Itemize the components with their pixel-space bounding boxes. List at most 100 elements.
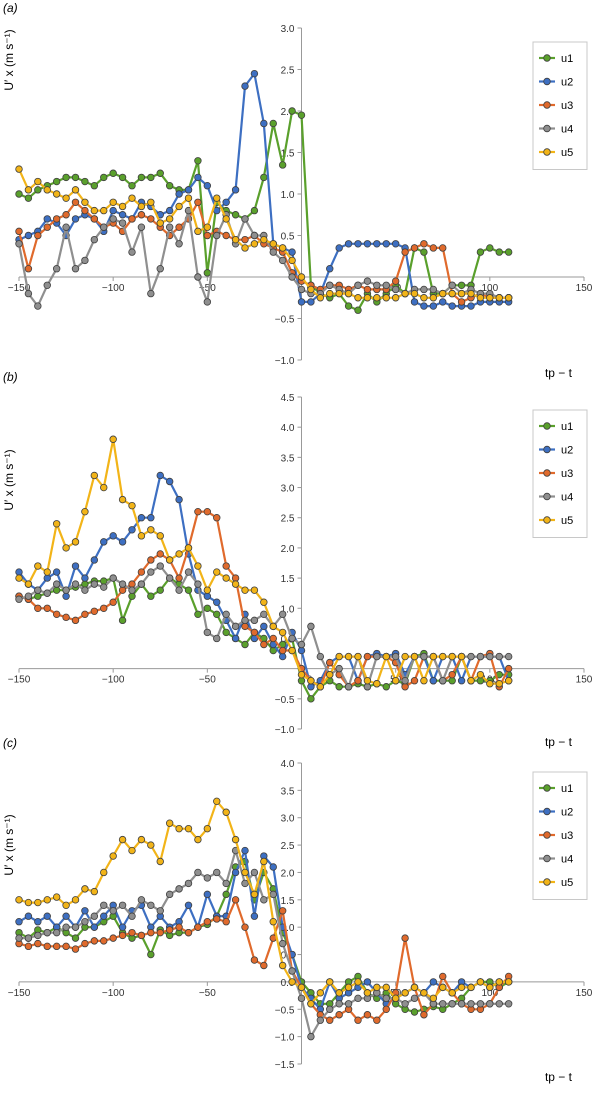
data-point-u1 — [194, 157, 202, 165]
data-point-u4 — [165, 574, 174, 582]
data-point-u3 — [175, 923, 183, 931]
data-point-u3 — [109, 598, 117, 606]
data-point-u4 — [100, 583, 108, 591]
data-point-u5 — [137, 835, 146, 844]
data-point-u3 — [401, 248, 409, 256]
data-point-u4 — [504, 1000, 513, 1008]
data-point-u2 — [363, 978, 372, 986]
y-tick-label: 1.5 — [281, 149, 295, 160]
data-point-u3 — [241, 235, 249, 244]
data-point-u2 — [24, 231, 33, 240]
x-axis-label: tp − t — [545, 735, 573, 749]
data-point-u2 — [429, 677, 438, 685]
data-point-u5 — [15, 165, 23, 173]
data-point-u2 — [222, 198, 230, 206]
data-point-u5 — [100, 206, 108, 215]
data-point-u3 — [81, 939, 89, 948]
legend-label-u2: u2 — [561, 807, 573, 819]
data-point-u4 — [363, 277, 372, 285]
data-point-u3 — [410, 677, 419, 685]
data-point-u4 — [43, 589, 51, 597]
y-tick-label: 3.0 — [281, 484, 295, 495]
data-point-u3 — [326, 658, 334, 667]
data-point-u5 — [288, 978, 296, 986]
y-tick-label: 2.5 — [281, 841, 295, 852]
data-point-u2 — [109, 532, 117, 540]
data-point-u5 — [382, 983, 390, 992]
data-point-u5 — [467, 289, 475, 298]
data-point-u4 — [382, 281, 390, 289]
data-point-u3 — [128, 928, 136, 937]
data-point-u5 — [288, 256, 296, 265]
data-point-u5 — [175, 824, 183, 833]
data-point-u4 — [24, 934, 33, 942]
data-point-u4 — [486, 1000, 494, 1008]
x-tick-label: 150 — [576, 988, 593, 999]
data-point-u5 — [34, 898, 42, 907]
data-point-u3 — [81, 206, 89, 215]
data-point-u3 — [147, 556, 155, 564]
data-point-u4 — [90, 580, 99, 588]
data-point-u5 — [147, 526, 155, 534]
data-point-u4 — [147, 289, 155, 298]
data-point-u5 — [213, 194, 221, 202]
data-point-u3 — [250, 956, 259, 964]
data-point-u5 — [231, 235, 240, 244]
data-point-u5 — [109, 435, 117, 443]
data-point-u3 — [156, 550, 164, 558]
data-point-u5 — [90, 206, 99, 215]
data-point-u4 — [457, 1000, 466, 1008]
data-point-u3 — [34, 604, 42, 612]
data-point-u4 — [213, 868, 221, 877]
series-line-u2 — [18, 72, 509, 308]
data-point-u1 — [203, 269, 212, 277]
data-point-u4 — [24, 289, 33, 298]
data-point-u4 — [81, 918, 89, 926]
data-point-u3 — [81, 610, 89, 619]
data-point-u5 — [175, 550, 183, 558]
data-point-u5 — [250, 586, 259, 594]
data-point-u5 — [382, 652, 390, 661]
data-point-u3 — [363, 1011, 372, 1019]
data-point-u5 — [448, 989, 456, 997]
data-point-u4 — [448, 281, 456, 289]
legend-label-u3: u3 — [561, 100, 573, 112]
series-points-u3 — [15, 896, 513, 1024]
data-point-u3 — [90, 937, 99, 945]
x-tick-label: −150 — [8, 988, 31, 999]
data-point-u3 — [420, 240, 428, 248]
data-point-u1 — [222, 628, 230, 637]
data-point-u1 — [118, 616, 127, 625]
legend: u1 u2 u3 u4 u5 — [532, 409, 588, 538]
legend-marker-u4 — [543, 124, 551, 133]
legend-label-u1: u1 — [561, 783, 573, 795]
data-point-u2 — [81, 574, 89, 582]
data-point-u2 — [203, 592, 212, 600]
x-tick-label: −100 — [102, 283, 125, 294]
x-tick-label: −100 — [102, 675, 125, 686]
data-point-u2 — [448, 302, 456, 310]
data-point-u2 — [429, 978, 438, 986]
data-point-u5 — [52, 190, 61, 198]
data-point-u1 — [382, 683, 390, 691]
data-point-u5 — [269, 622, 277, 631]
data-point-u4 — [109, 215, 117, 223]
data-point-u5 — [62, 194, 70, 202]
data-point-u1 — [307, 695, 315, 703]
legend-label-u2: u2 — [561, 445, 573, 457]
data-point-u2 — [165, 477, 174, 486]
legend-marker-u3 — [543, 831, 551, 839]
data-point-u1 — [128, 181, 136, 190]
data-point-u5 — [15, 896, 23, 904]
data-point-u4 — [448, 1000, 456, 1008]
legend-marker-u1 — [543, 54, 551, 62]
panel-1: −150−100−50050100150−1.0−0.50.51.01.52.0… — [2, 1, 593, 380]
legend-marker-u3 — [543, 101, 551, 109]
data-point-u5 — [439, 983, 447, 992]
data-point-u3 — [100, 604, 108, 612]
data-point-u3 — [278, 646, 287, 655]
data-point-u5 — [429, 652, 438, 661]
y-tick-label: 2.0 — [281, 544, 295, 555]
data-point-u2 — [43, 912, 51, 920]
data-point-u4 — [52, 265, 61, 273]
